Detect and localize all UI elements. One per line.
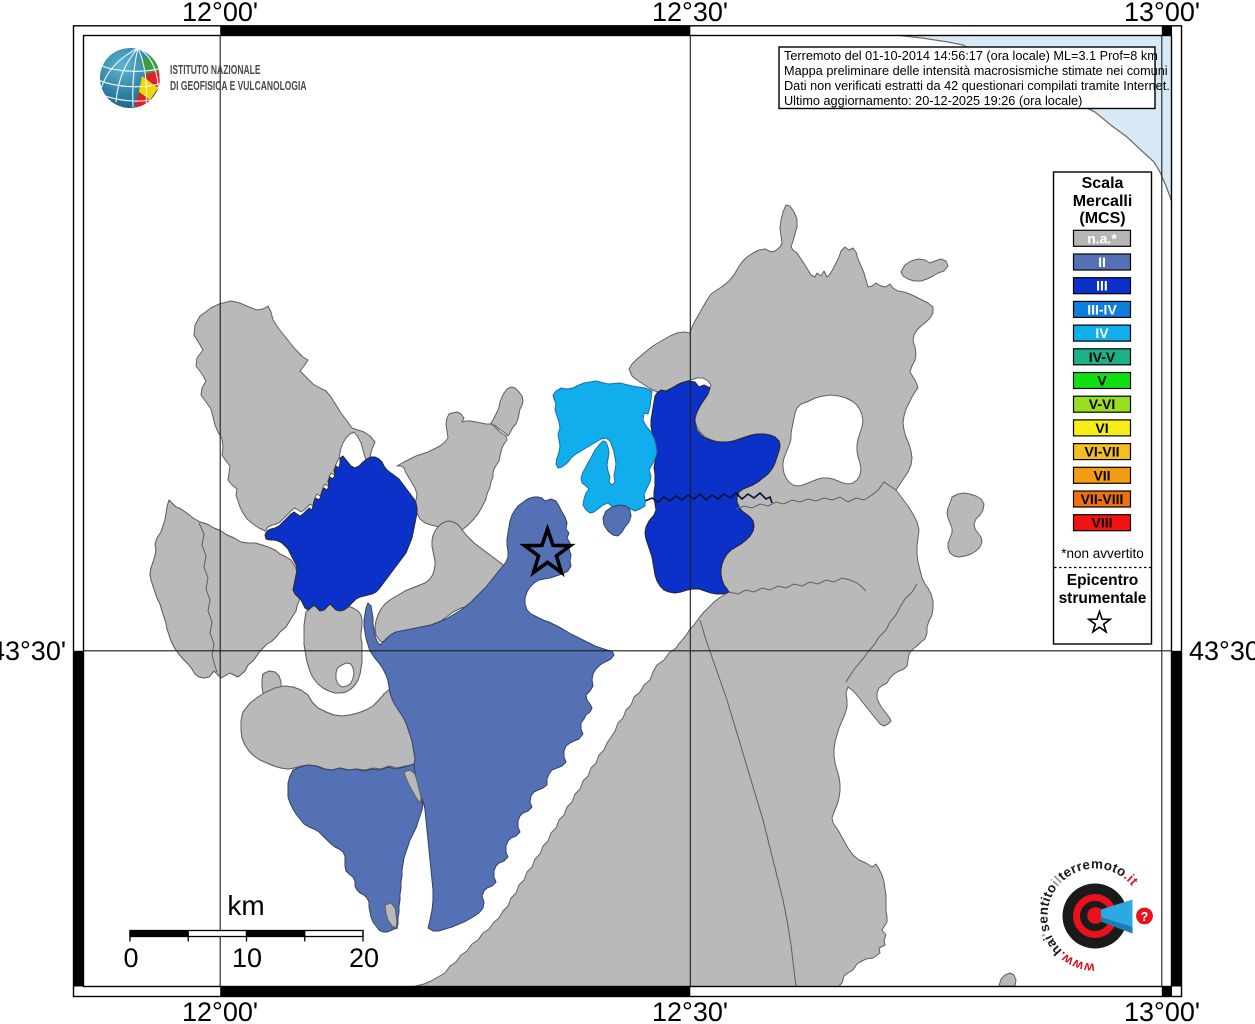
svg-text:12°00': 12°00' [182,997,258,1024]
svg-text:Epicentro: Epicentro [1067,572,1138,589]
svg-text:III-IV: III-IV [1087,301,1117,317]
svg-text:IV: IV [1095,325,1109,341]
svg-text:20: 20 [349,943,379,973]
svg-text:(MCS): (MCS) [1079,210,1125,227]
svg-text:10: 10 [232,943,262,973]
svg-text:km: km [227,890,264,921]
svg-text:II: II [1098,254,1106,270]
svg-text:VI-VII: VI-VII [1084,444,1119,460]
svg-text:Ultimo aggiornamento: 20-12-20: Ultimo aggiornamento: 20-12-2025 19:26 (… [784,94,1082,108]
svg-text:IV-V: IV-V [1089,349,1116,365]
svg-text:V: V [1097,373,1107,389]
svg-text:12°30': 12°30' [652,0,728,27]
svg-text:Mappa preliminare delle intens: Mappa preliminare delle intensità macros… [784,64,1168,78]
svg-text:Mercalli: Mercalli [1073,193,1133,210]
svg-text:n.a.*: n.a.* [1087,230,1117,246]
svg-text:43°30': 43°30' [0,636,66,666]
svg-text:13°00': 13°00' [1124,997,1200,1024]
svg-text:13°00': 13°00' [1124,0,1200,27]
svg-text:12°00': 12°00' [182,0,258,27]
svg-text:12°30': 12°30' [652,997,728,1024]
svg-text:V-VI: V-VI [1089,396,1115,412]
svg-text:VII-VIII: VII-VIII [1081,491,1124,507]
svg-text:VII: VII [1093,467,1110,483]
svg-text:Scala: Scala [1082,175,1124,192]
svg-text:VI: VI [1095,420,1108,436]
svg-text:?: ? [1141,910,1149,924]
svg-text:DI GEOFISICA E VULCANOLOGIA: DI GEOFISICA E VULCANOLOGIA [170,79,307,93]
svg-text:0: 0 [123,943,138,973]
svg-text:VIII: VIII [1091,515,1112,531]
svg-text:III: III [1096,278,1108,294]
svg-text:*non avvertito: *non avvertito [1061,546,1144,561]
svg-text:43°30': 43°30' [1189,636,1255,666]
svg-text:Terremoto del 01-10-2014 14:56: Terremoto del 01-10-2014 14:56:17 (ora l… [784,49,1158,63]
svg-text:Dati non verificati estratti d: Dati non verificati estratti da 42 quest… [784,79,1170,93]
svg-text:ISTITUTO NAZIONALE: ISTITUTO NAZIONALE [170,63,261,77]
svg-text:strumentale: strumentale [1059,590,1147,607]
